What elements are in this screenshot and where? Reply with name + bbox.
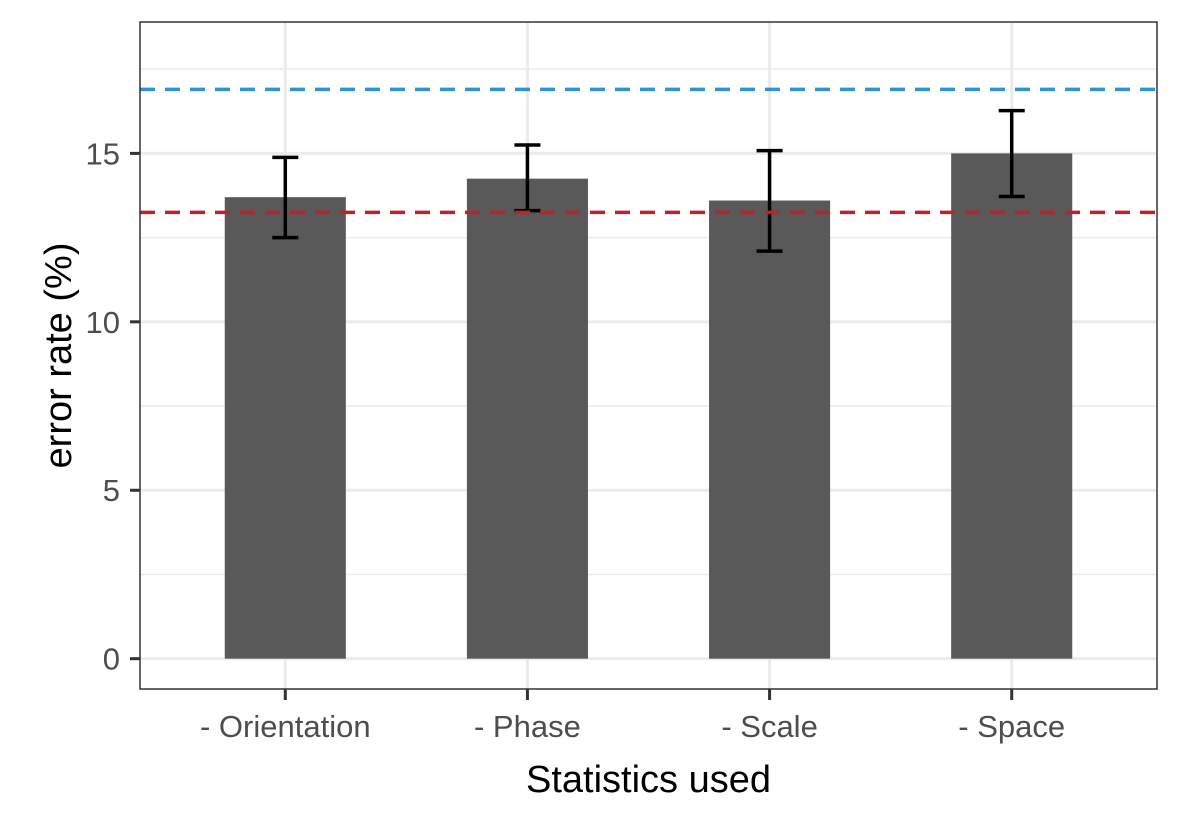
reference-lines (140, 87, 1157, 215)
x-axis-ticks: - Orientation - Phase - Scale - Space (200, 689, 1065, 744)
x-tick-label: - Phase (474, 709, 581, 744)
y-tick-label: 10 (86, 305, 120, 340)
x-axis-title: Statistics used (526, 759, 771, 801)
bar (709, 200, 831, 659)
error-bar (998, 108, 1025, 199)
bar (466, 178, 588, 659)
bar (951, 153, 1073, 659)
bar (224, 197, 346, 659)
y-tick-label: 0 (103, 642, 120, 677)
bars (224, 153, 1073, 659)
x-tick-label: - Space (958, 709, 1065, 744)
y-tick-label: 5 (103, 473, 120, 508)
error-bar (756, 148, 783, 253)
y-tick-label: 15 (86, 136, 120, 171)
x-tick-label: - Orientation (200, 709, 371, 744)
x-tick-label: - Scale (721, 709, 817, 744)
error-bar (272, 155, 299, 240)
y-axis-title: error rate (%) (38, 243, 80, 469)
error-bars (272, 108, 1025, 253)
plot-panel-border (139, 21, 1158, 690)
y-axis-ticks: 0 5 10 15 (86, 136, 140, 677)
